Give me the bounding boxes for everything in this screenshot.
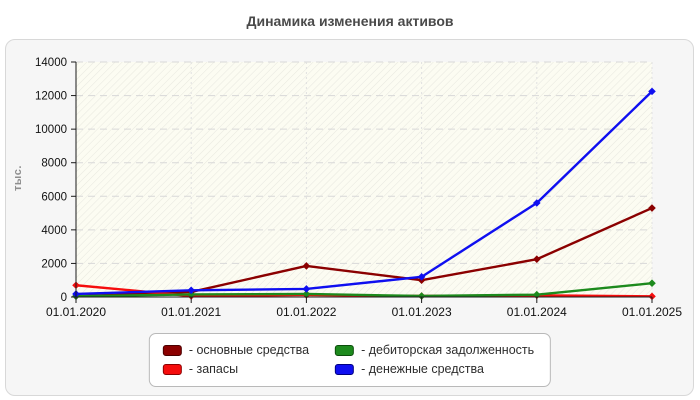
legend-item: - дебиторская задолженность [335,342,534,358]
legend-label: - денежные средства [361,362,484,376]
legend-label: - дебиторская задолженность [361,343,535,357]
legend-item: - денежные средства [335,361,534,377]
y-tick-label: 8000 [41,158,67,170]
x-tick-label: 01.01.2025 [622,305,682,319]
series-marker [648,279,656,288]
series-marker [648,87,656,96]
y-tick-label: 4000 [41,225,67,237]
series-marker [302,290,311,298]
legend-label: - запасы [188,362,239,376]
series-line [75,90,653,296]
y-tick-label: 0 [61,292,67,304]
series-marker [533,199,541,207]
x-tick-label: 01.01.2022 [276,305,336,319]
series-marker [648,292,656,301]
legend-item: - основные средства [162,342,310,358]
series-line [75,282,653,298]
legend-swatch [335,344,355,356]
plot-hatch [76,62,652,297]
series-marker [187,290,195,299]
series-marker [417,273,426,281]
y-tick-label: 10000 [35,124,67,136]
legend-label: - основные средства [188,343,310,357]
x-tick-label: 01.01.2024 [507,305,567,319]
y-tick-label: 6000 [41,191,67,203]
x-tick-label: 01.01.2021 [161,305,221,319]
y-axis-label: тыс. [12,165,24,191]
series-marker [648,204,656,212]
series-marker [187,286,195,295]
series-marker [417,292,426,300]
legend-swatch [335,363,355,375]
series-marker [302,285,311,293]
x-tick-label: 01.01.2023 [392,305,452,319]
series-marker [533,255,541,264]
y-tick-label: 12000 [35,91,67,103]
y-tick-label: 2000 [41,258,67,270]
legend-item: - запасы [162,361,309,377]
series-marker [302,262,311,270]
legend-swatch [162,363,182,375]
legend: - основные средства - запасы - дебиторская… [148,333,552,387]
legend-swatch [162,344,182,356]
y-tick-label: 14000 [35,57,67,69]
x-tick-label: 01.01.2020 [46,305,106,319]
chart-title: Динамика изменения активов [246,13,454,29]
series-line [75,206,653,298]
